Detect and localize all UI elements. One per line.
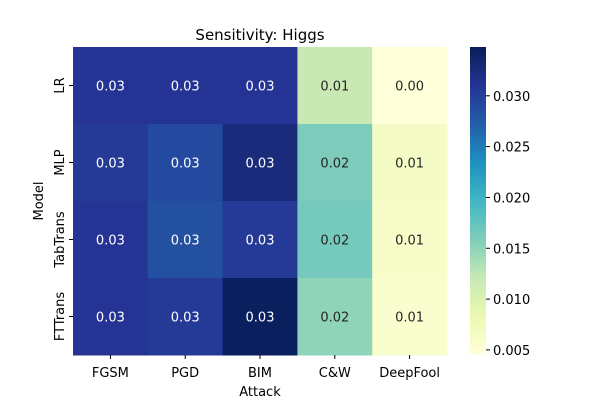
cell-value-label: 0.01 <box>395 157 424 172</box>
cell-value-label: 0.03 <box>171 234 200 249</box>
colorbar-tick-label: 0.030 <box>493 90 530 105</box>
cell-value-label: 0.03 <box>246 234 275 249</box>
heatmap-cell <box>222 278 298 356</box>
heatmap-cell <box>73 47 149 125</box>
heatmap-cell <box>297 278 373 356</box>
cell-value-label: 0.01 <box>320 80 349 95</box>
heatmap-cell <box>297 47 373 125</box>
x-tick-label: FGSM <box>92 366 129 381</box>
x-tick-label: DeepFool <box>379 366 440 381</box>
y-tick-label: MLP <box>53 149 68 175</box>
heatmap-cell <box>73 201 149 279</box>
heatmap-cell <box>372 124 448 202</box>
cell-value-label: 0.00 <box>395 80 424 95</box>
heatmap-cell <box>372 278 448 356</box>
y-axis: LR MLP TabTrans FTTrans <box>53 77 73 341</box>
y-tick-label: LR <box>53 77 68 93</box>
heatmap-cell <box>73 278 149 356</box>
x-tick-label: PGD <box>171 366 199 381</box>
heatmap-cell <box>372 47 448 125</box>
colorbar-tick-label: 0.015 <box>493 242 530 257</box>
heatmap-cell <box>147 201 224 279</box>
y-axis-label: Model <box>32 181 47 220</box>
cell-value-label: 0.01 <box>395 234 424 249</box>
cell-value-label: 0.03 <box>171 311 200 326</box>
heatmap-cell-labels: 0.03 0.03 0.03 0.01 0.00 0.03 0.03 0.03 0.02 0.01… <box>96 80 424 326</box>
colorbar-tick-label: 0.010 <box>493 293 530 308</box>
cell-value-label: 0.03 <box>246 157 275 172</box>
cell-value-label: 0.02 <box>320 234 349 249</box>
cell-value-label: 0.03 <box>96 157 125 172</box>
cell-value-label: 0.03 <box>96 311 125 326</box>
heatmap-cell <box>73 124 149 202</box>
x-axis-label: Attack <box>239 385 281 400</box>
colorbar: 0.005 0.010 0.015 0.020 0.025 0.030 <box>470 47 530 359</box>
colorbar-tick-label: 0.005 <box>493 344 530 359</box>
heatmap-cell <box>222 201 298 279</box>
heatmap-cell <box>147 47 224 125</box>
cell-value-label: 0.03 <box>171 157 200 172</box>
cell-value-label: 0.03 <box>96 234 125 249</box>
cell-value-label: 0.02 <box>320 157 349 172</box>
heatmap-cell <box>372 201 448 279</box>
cell-value-label: 0.02 <box>320 311 349 326</box>
cell-value-label: 0.01 <box>395 311 424 326</box>
colorbar-gradient <box>470 47 486 355</box>
cell-value-label: 0.03 <box>246 311 275 326</box>
heatmap-cell <box>147 278 224 356</box>
heatmap-cell <box>222 124 298 202</box>
heatmap-cells <box>73 47 448 356</box>
colorbar-tick-label: 0.025 <box>493 141 530 156</box>
cell-value-label: 0.03 <box>246 80 275 95</box>
heatmap-cell <box>297 124 373 202</box>
heatmap-cell <box>147 124 224 202</box>
x-tick-label: BIM <box>248 366 272 381</box>
chart-title: Sensitivity: Higgs <box>195 26 324 44</box>
y-tick-label: FTTrans <box>53 292 68 342</box>
y-tick-label: TabTrans <box>53 211 68 269</box>
cell-value-label: 0.03 <box>96 80 125 95</box>
colorbar-tick-label: 0.020 <box>493 191 530 206</box>
cell-value-label: 0.03 <box>171 80 200 95</box>
heatmap-cell <box>222 47 298 125</box>
x-axis: FGSM PGD BIM C&W DeepFool <box>92 355 440 381</box>
x-tick-label: C&W <box>319 366 351 381</box>
heatmap-cell <box>297 201 373 279</box>
